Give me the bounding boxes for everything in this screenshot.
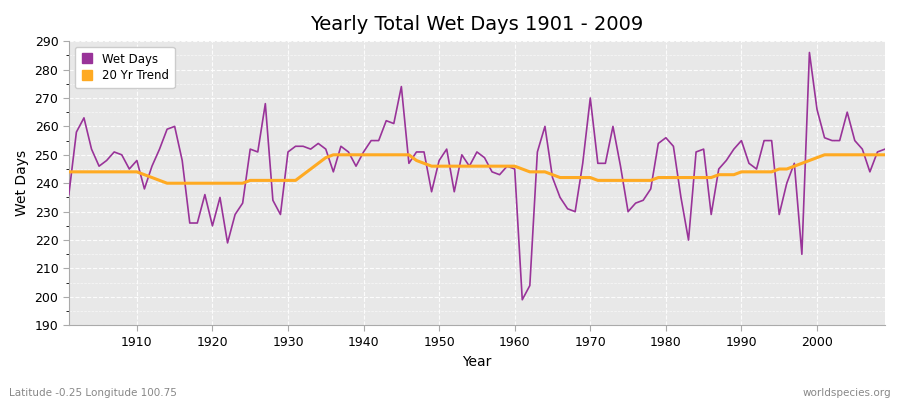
20 Yr Trend: [328, 152, 338, 157]
Wet Days: [290, 144, 301, 149]
Wet Days: [336, 144, 346, 149]
Wet Days: [804, 50, 814, 55]
Legend: Wet Days, 20 Yr Trend: Wet Days, 20 Yr Trend: [75, 47, 175, 88]
20 Yr Trend: [879, 152, 890, 157]
Wet Days: [124, 167, 135, 172]
Wet Days: [63, 192, 74, 197]
20 Yr Trend: [615, 178, 626, 183]
Line: 20 Yr Trend: 20 Yr Trend: [68, 155, 885, 183]
20 Yr Trend: [63, 170, 74, 174]
Wet Days: [608, 124, 618, 129]
20 Yr Trend: [525, 170, 535, 174]
20 Yr Trend: [124, 170, 135, 174]
Title: Yearly Total Wet Days 1901 - 2009: Yearly Total Wet Days 1901 - 2009: [310, 15, 644, 34]
Wet Days: [502, 164, 513, 168]
Wet Days: [509, 167, 520, 172]
Line: Wet Days: Wet Days: [68, 52, 885, 300]
Text: Latitude -0.25 Longitude 100.75: Latitude -0.25 Longitude 100.75: [9, 388, 177, 398]
X-axis label: Year: Year: [463, 355, 491, 369]
Wet Days: [517, 297, 527, 302]
Wet Days: [879, 147, 890, 152]
Y-axis label: Wet Days: Wet Days: [15, 150, 29, 216]
20 Yr Trend: [298, 172, 309, 177]
Text: worldspecies.org: worldspecies.org: [803, 388, 891, 398]
20 Yr Trend: [517, 167, 527, 172]
20 Yr Trend: [162, 181, 173, 186]
20 Yr Trend: [351, 152, 362, 157]
